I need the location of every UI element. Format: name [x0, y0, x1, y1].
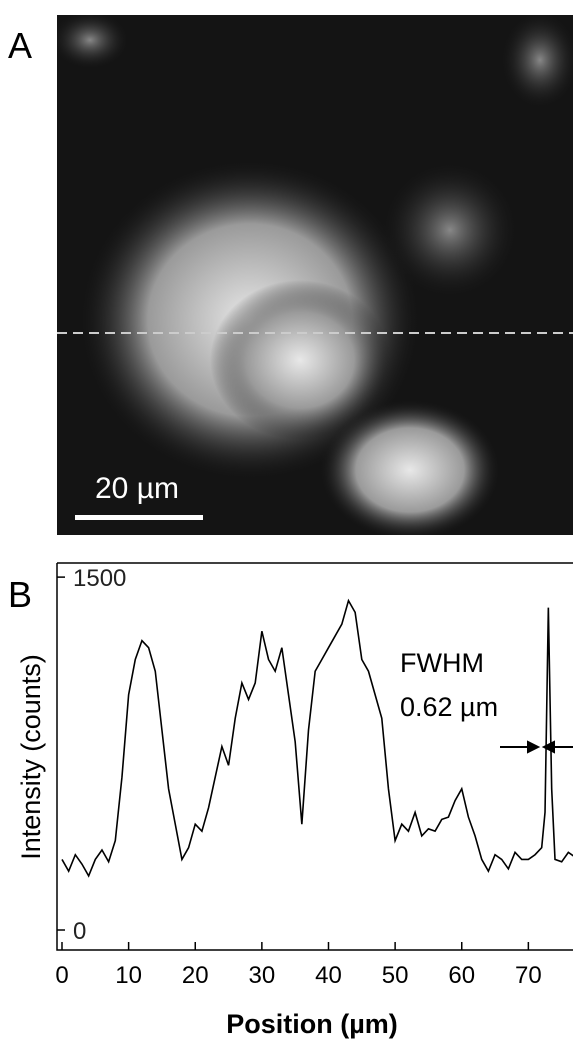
x-tick-label: 70: [515, 962, 542, 989]
scale-bar-label: 20 µm: [95, 472, 179, 505]
x-tick-label: 0: [55, 962, 68, 989]
panel-label: A: [8, 25, 32, 66]
micrograph: [57, 15, 573, 535]
x-tick-label: 30: [249, 962, 276, 989]
annotation: 0.62 µm: [400, 692, 498, 722]
annotation: FWHM: [400, 648, 484, 678]
x-tick-label: 50: [382, 962, 409, 989]
x-axis-label: Position (µm): [226, 1009, 398, 1039]
x-tick-label: 10: [115, 962, 142, 989]
data-line: [61, 598, 573, 878]
plot-frame: [56, 562, 573, 951]
fwhm-arrows: [500, 740, 573, 754]
x-tick-label: 60: [448, 962, 475, 989]
y-tick-label: 1500: [73, 565, 126, 592]
panel-label: B: [8, 574, 32, 615]
y-axis-label: Intensity (counts): [16, 654, 46, 860]
y-tick-label: 0: [73, 918, 86, 945]
x-tick-label: 20: [182, 962, 209, 989]
x-tick-label: 40: [315, 962, 342, 989]
